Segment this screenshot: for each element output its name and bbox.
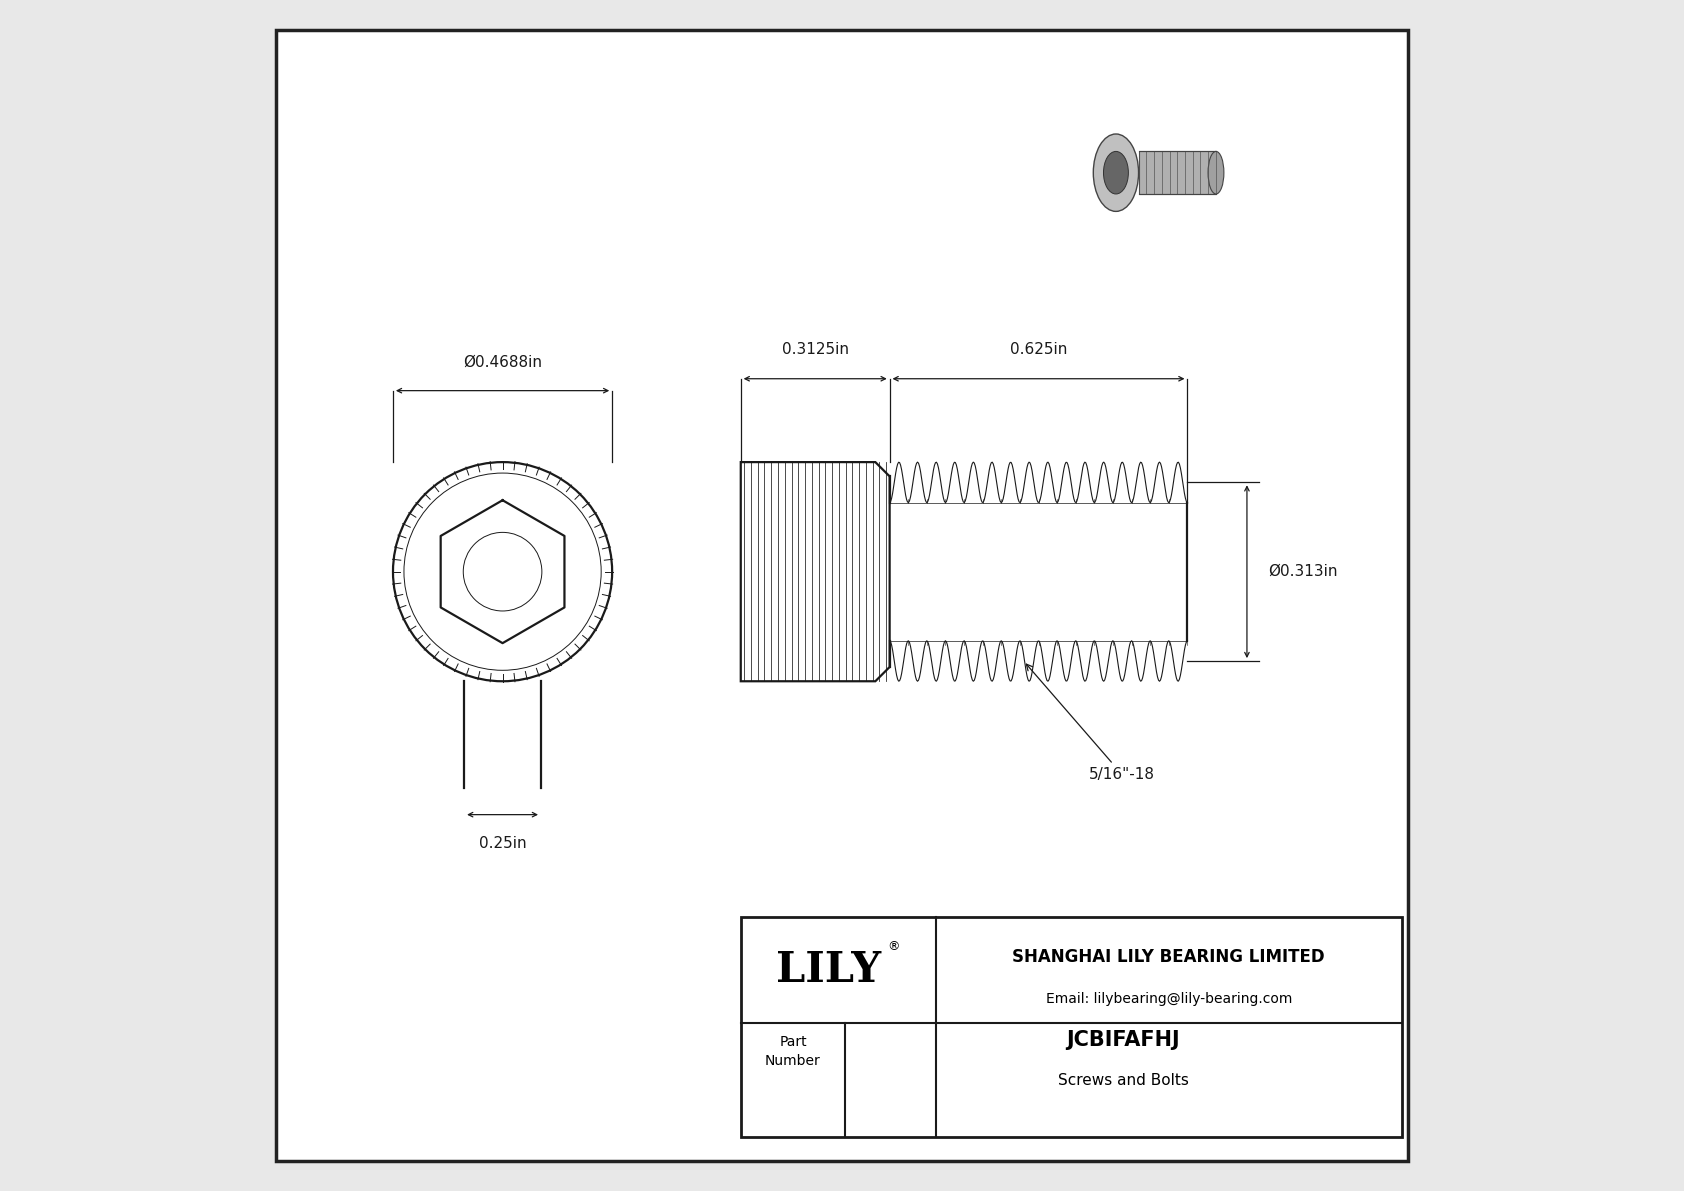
Text: LILY: LILY xyxy=(776,949,881,991)
Text: ®: ® xyxy=(887,940,899,953)
Text: Screws and Bolts: Screws and Bolts xyxy=(1058,1073,1189,1087)
Bar xyxy=(1138,151,1216,194)
Text: SHANGHAI LILY BEARING LIMITED: SHANGHAI LILY BEARING LIMITED xyxy=(1012,948,1325,966)
Ellipse shape xyxy=(1207,151,1224,194)
Text: Ø0.4688in: Ø0.4688in xyxy=(463,354,542,369)
Text: 0.3125in: 0.3125in xyxy=(781,342,849,357)
Ellipse shape xyxy=(1093,133,1138,212)
Text: Part
Number: Part Number xyxy=(765,1035,820,1068)
Text: Ø0.313in: Ø0.313in xyxy=(1268,565,1337,579)
Text: Email: lilybearing@lily-bearing.com: Email: lilybearing@lily-bearing.com xyxy=(1046,992,1292,1005)
Text: JCBIFAFHJ: JCBIFAFHJ xyxy=(1066,1030,1180,1050)
Text: 0.25in: 0.25in xyxy=(478,836,527,852)
Polygon shape xyxy=(741,462,889,681)
Ellipse shape xyxy=(1103,151,1128,194)
Bar xyxy=(741,917,1401,1137)
Text: 5/16"-18: 5/16"-18 xyxy=(1026,665,1155,782)
Text: 0.625in: 0.625in xyxy=(1010,342,1068,357)
